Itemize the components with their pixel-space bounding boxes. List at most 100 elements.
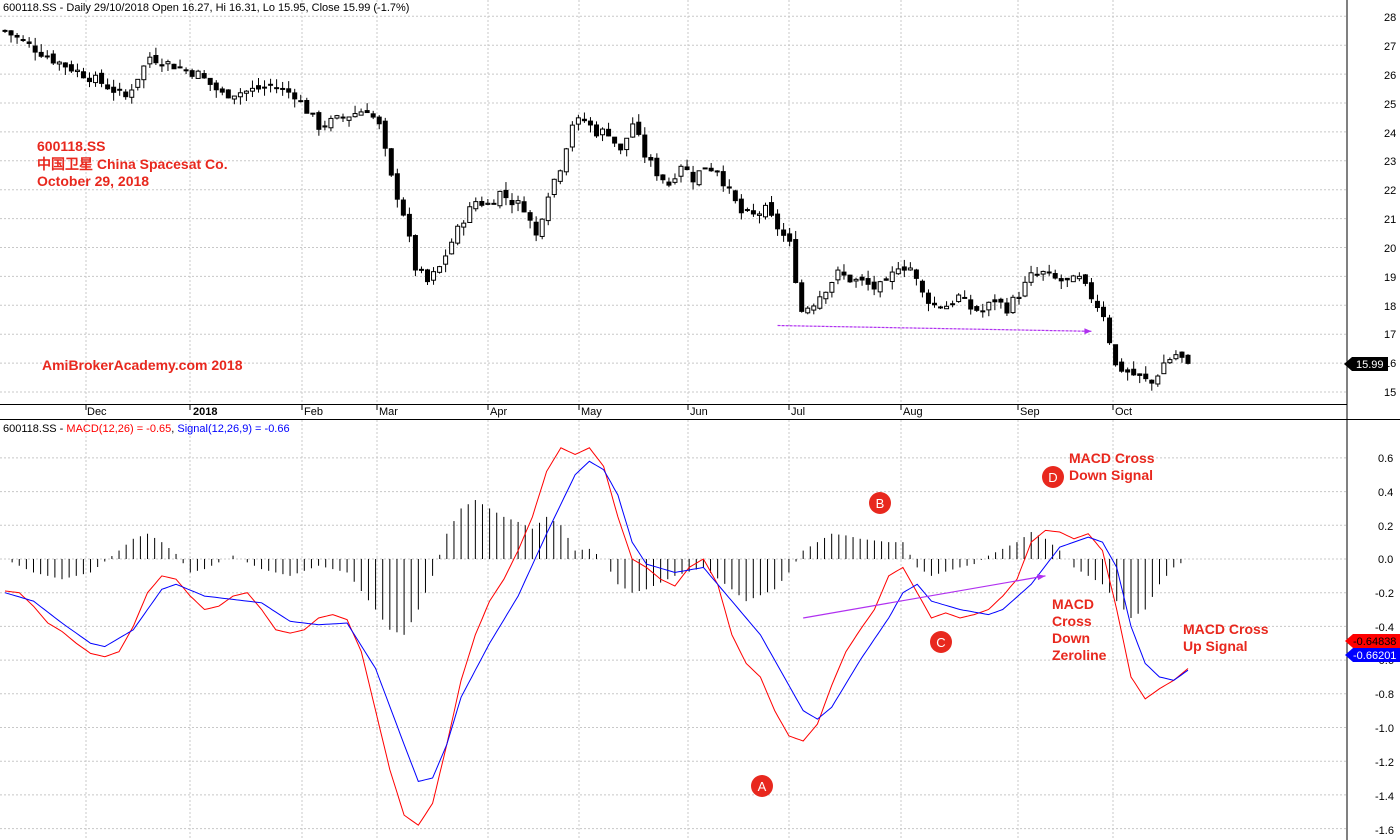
candle [117, 82, 123, 96]
price-y-tick: 24 [1384, 128, 1396, 140]
candle [606, 122, 612, 137]
macd-header-signal: Signal(12,26,9) = -0.66 [177, 423, 289, 435]
price-y-tick: 28 [1384, 12, 1396, 24]
candle [877, 280, 883, 298]
annotation-ticker: 600118.SS [37, 138, 106, 154]
candle-body [213, 82, 219, 91]
candle [20, 35, 26, 43]
candle-body [370, 113, 376, 118]
candle-body [418, 268, 424, 271]
x-tick-dec: Dec [87, 406, 107, 418]
candle [805, 306, 811, 315]
candle [1028, 265, 1034, 286]
macd-y-tick: 0.0 [1378, 554, 1393, 566]
candle-body [425, 269, 430, 283]
candle [1125, 367, 1131, 381]
candle-body [14, 34, 20, 38]
candle-body [231, 95, 237, 100]
x-axis: Dec 2018 Feb Mar Apr May Jun Jul Aug Sep… [87, 406, 1132, 418]
signal-value-tag: -0.66201 [1345, 648, 1400, 662]
note-cross-down: MACD Cross Down Signal [1069, 450, 1155, 483]
candle [50, 50, 56, 66]
candle [799, 279, 805, 313]
candle [1185, 354, 1191, 365]
candle-body [1155, 375, 1161, 385]
candle-body [497, 190, 503, 207]
candle [600, 127, 606, 142]
candle [26, 37, 32, 48]
candle-body [829, 281, 835, 293]
candle-body [732, 190, 738, 202]
candle-body [913, 269, 919, 279]
candle-body [159, 64, 165, 67]
candle [437, 265, 443, 274]
x-tick-feb: Feb [304, 406, 323, 418]
candle [1119, 358, 1125, 373]
candle-body [304, 100, 310, 114]
candle [666, 177, 672, 188]
candle [14, 32, 20, 44]
candle [213, 80, 219, 98]
candle-body [1167, 359, 1173, 364]
candle-body [388, 148, 394, 176]
candle-body [515, 200, 521, 204]
candle-body [811, 305, 817, 311]
candle-body [99, 72, 105, 84]
candle [521, 196, 527, 213]
signal-line [4, 460, 1189, 782]
candle [672, 173, 678, 185]
candle-body [123, 91, 129, 98]
candle-body [1058, 278, 1064, 282]
candle-body [38, 51, 44, 57]
candle [925, 289, 931, 312]
candle [370, 110, 376, 120]
candle-body [600, 128, 606, 136]
macd-trend-arrow [803, 574, 1046, 619]
candle [322, 120, 328, 131]
candle-body [563, 148, 569, 173]
candle-body [527, 212, 533, 221]
candle [871, 275, 877, 296]
candle-body [545, 196, 551, 222]
candle-body [461, 222, 467, 228]
candle-body [841, 271, 847, 276]
candle-body [316, 112, 322, 130]
candle [775, 209, 781, 236]
candle-body [431, 271, 437, 281]
candle [467, 202, 473, 223]
candle-body [871, 281, 877, 290]
candle-body [702, 167, 708, 170]
candle-body [171, 63, 177, 70]
candle [545, 192, 551, 226]
candle [1155, 374, 1161, 387]
candle [847, 274, 853, 283]
x-tick-jun: Jun [690, 406, 708, 418]
candle-body [256, 85, 261, 90]
candle-body [310, 112, 316, 115]
marker-b-label: B [876, 496, 885, 511]
candle [1046, 264, 1052, 276]
candle [74, 63, 80, 78]
candle-body [805, 307, 811, 314]
candle [412, 234, 418, 277]
candle [515, 195, 521, 212]
candle-body [1070, 275, 1076, 283]
candle-body [533, 221, 539, 236]
candle [418, 266, 424, 274]
candle-body [835, 269, 841, 281]
candle-body [219, 88, 225, 93]
candle-body [587, 120, 593, 126]
candle-body [720, 171, 726, 187]
macd-grid [0, 420, 1347, 840]
candle-body [612, 136, 618, 144]
candle [171, 63, 177, 70]
candle-body [74, 69, 80, 73]
x-tick-oct: Oct [1115, 406, 1132, 418]
candle-body [50, 53, 56, 64]
candle [726, 179, 732, 194]
candle-body [684, 166, 690, 171]
candle [340, 113, 346, 123]
candle [99, 69, 105, 88]
candle [44, 50, 50, 60]
candle-body [1064, 277, 1070, 281]
